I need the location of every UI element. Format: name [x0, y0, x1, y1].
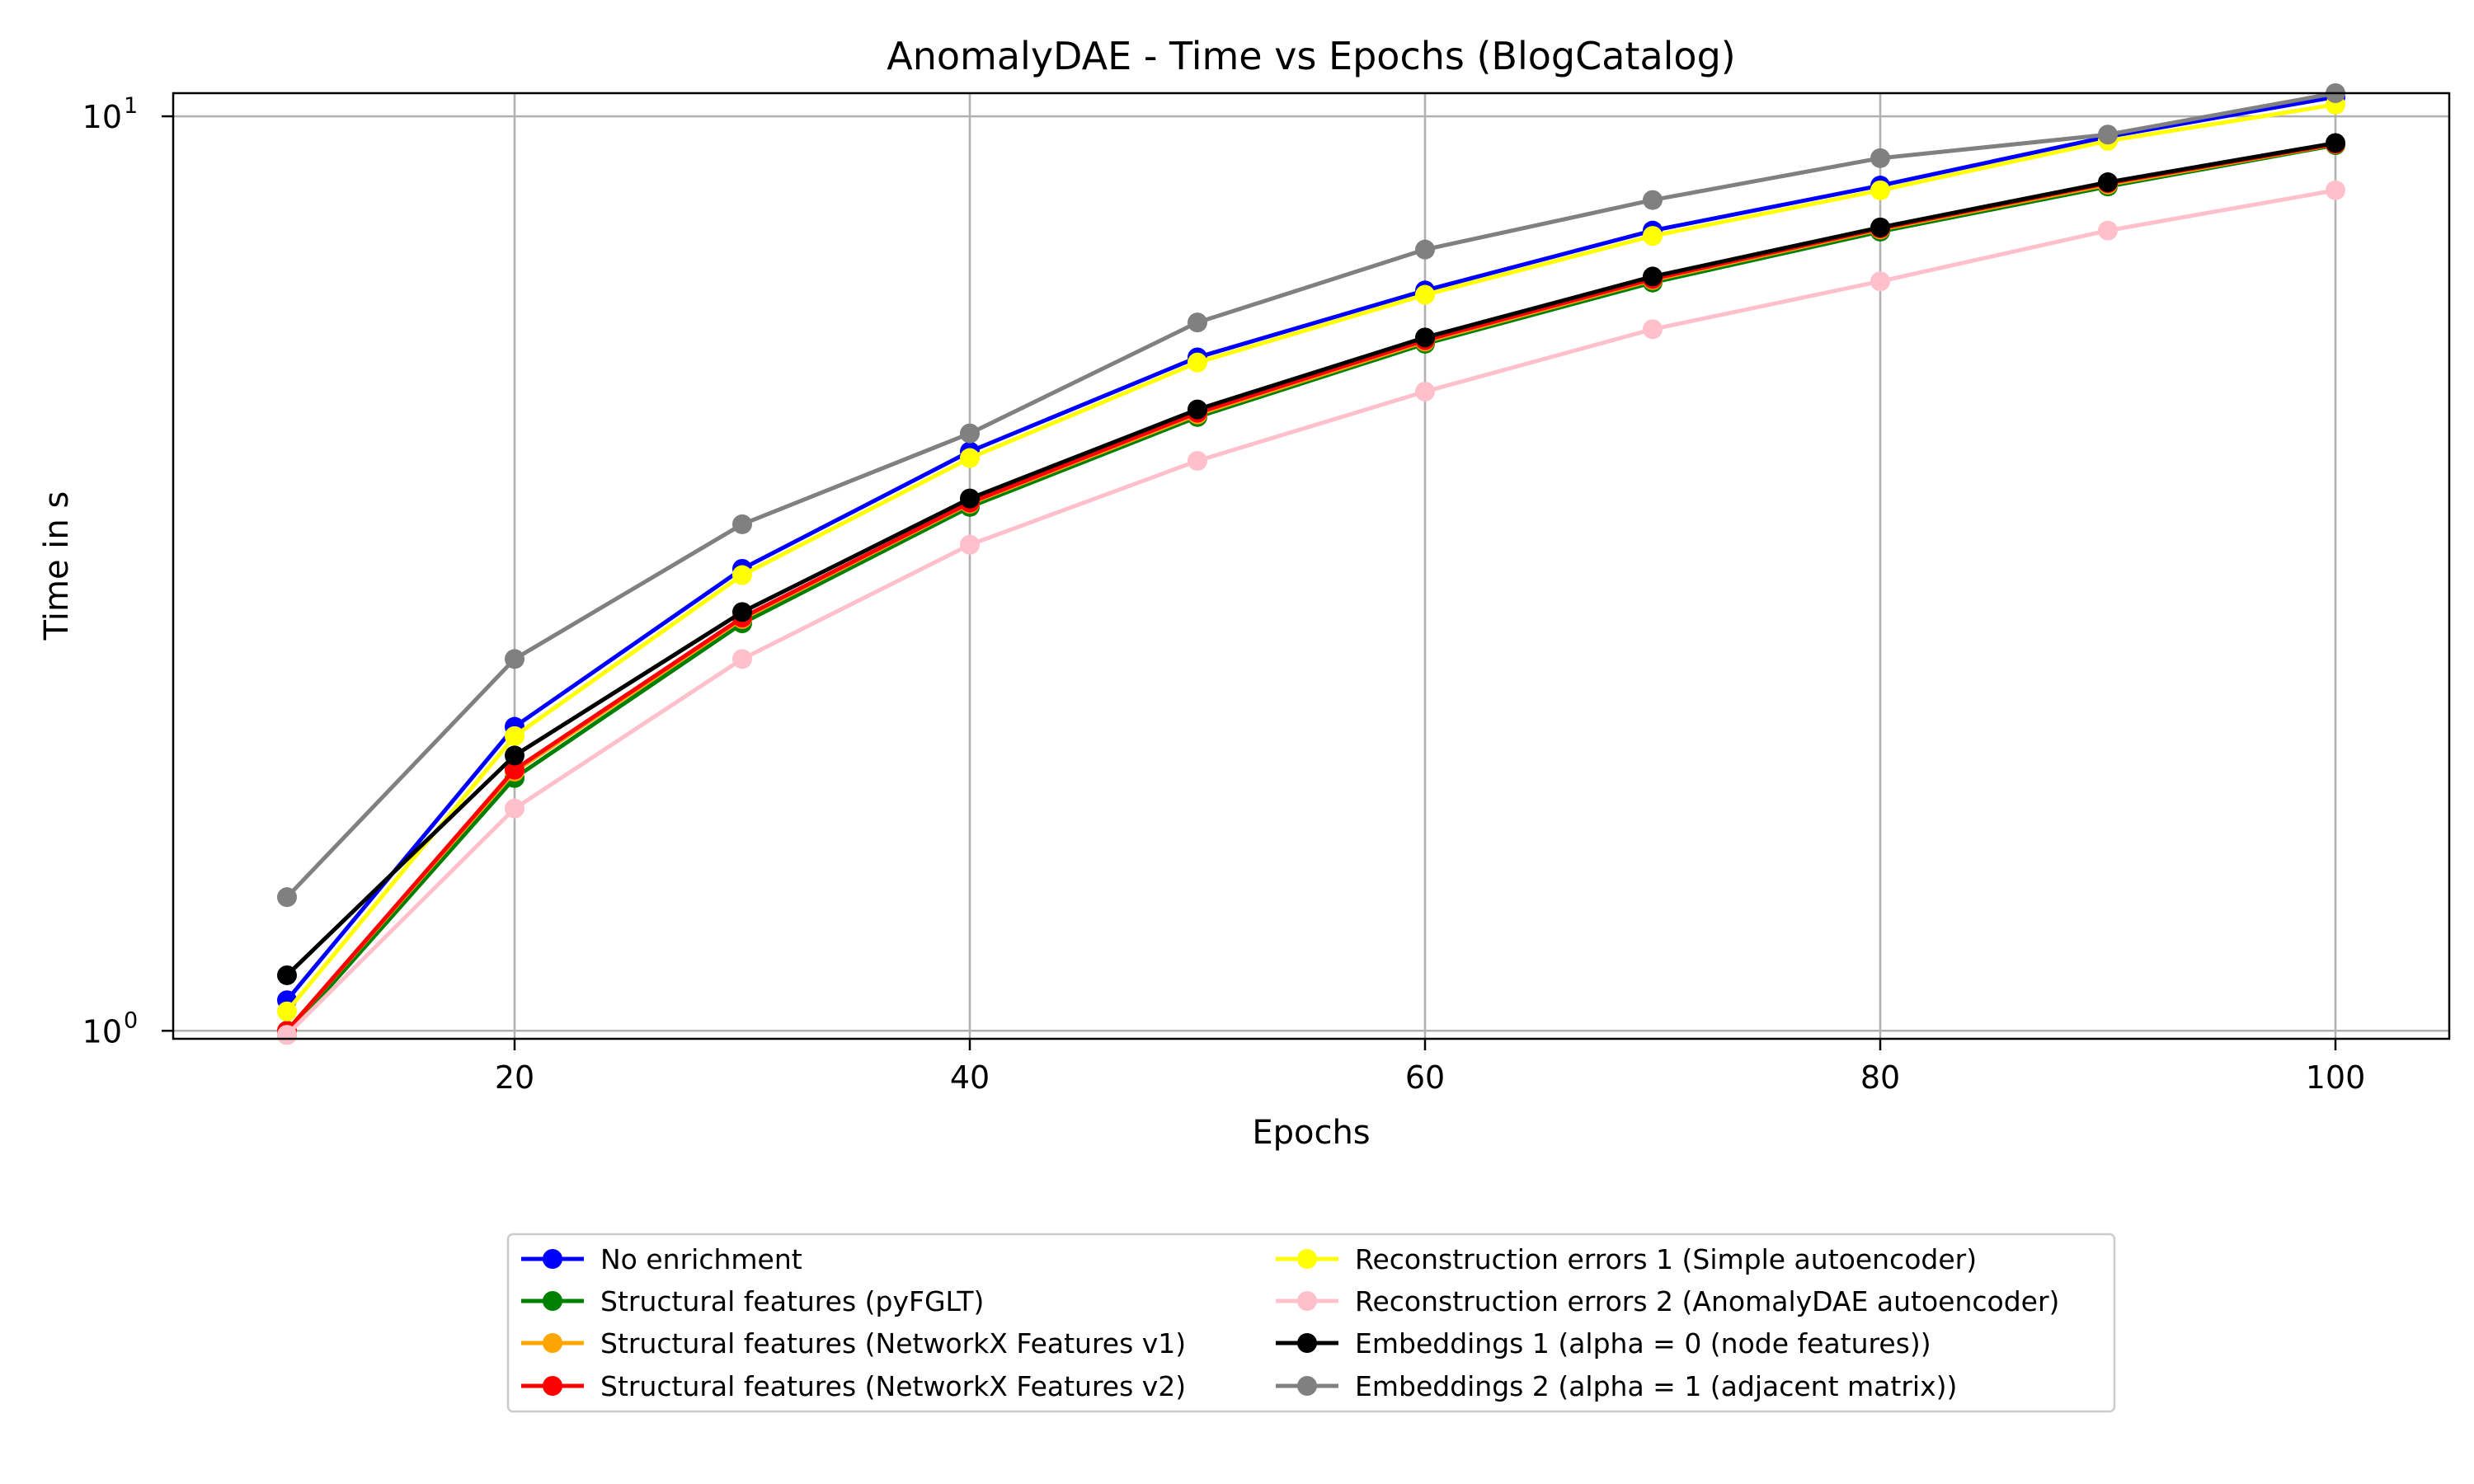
legend-label: Structural features (pyFGLT)	[600, 1285, 984, 1317]
legend-label: Embeddings 1 (alpha = 0 (node features))	[1355, 1327, 1931, 1360]
legend-marker	[1297, 1376, 1317, 1396]
data-point	[277, 887, 297, 908]
data-point	[732, 602, 752, 622]
series-line	[285, 95, 2336, 1002]
data-point	[732, 514, 752, 534]
legend-marker	[543, 1291, 562, 1311]
data-point	[960, 448, 980, 468]
data-point	[1188, 312, 1207, 333]
data-point	[277, 965, 297, 985]
series-7	[277, 133, 2345, 985]
data-point	[1870, 217, 1890, 237]
legend-label: Reconstruction errors 2 (AnomalyDAE auto…	[1355, 1285, 2059, 1317]
legend-entry: Structural features (pyFGLT)	[521, 1285, 984, 1317]
x-axis-title: Epochs	[1252, 1114, 1370, 1152]
legend-entry: Structural features (NetworkX Features v…	[521, 1327, 1186, 1360]
data-point	[505, 649, 524, 669]
legend-label: Embeddings 2 (alpha = 1 (adjacent matrix…	[1355, 1370, 1957, 1402]
data-point	[505, 759, 524, 780]
data-point	[960, 488, 980, 509]
legend-marker	[543, 1249, 562, 1269]
legend-entry: Reconstruction errors 2 (AnomalyDAE auto…	[1276, 1285, 2059, 1317]
chart-title: AnomalyDAE - Time vs Epochs (BlogCatalog…	[887, 34, 1735, 78]
x-tick-label: 20	[495, 1059, 534, 1096]
legend-box	[506, 1233, 2116, 1413]
series-5	[277, 94, 2345, 1021]
plot-frame	[172, 92, 2451, 1040]
legend-label: No enrichment	[600, 1243, 802, 1275]
legend-label: Reconstruction errors 1 (Simple autoenco…	[1355, 1243, 1977, 1275]
series-layer	[277, 83, 2345, 1045]
legend-entry: Structural features (NetworkX Features v…	[521, 1370, 1186, 1402]
legend-marker	[1297, 1291, 1317, 1311]
data-point	[960, 423, 980, 444]
y-tick-base: 10	[82, 1013, 122, 1050]
legend-marker	[543, 1376, 562, 1396]
data-point	[1188, 352, 1207, 373]
series-8	[277, 83, 2345, 908]
y-tick-base: 10	[82, 99, 122, 135]
data-point	[2098, 220, 2118, 241]
legend: No enrichment Structural features (pyFGLT…	[506, 1233, 2116, 1413]
legend-entry: Embeddings 2 (alpha = 1 (adjacent matrix…	[1276, 1370, 1957, 1402]
data-point	[960, 534, 980, 555]
data-point	[1643, 226, 1663, 247]
data-point	[2326, 180, 2345, 200]
legend-marker	[1297, 1333, 1317, 1353]
data-point	[1188, 399, 1207, 420]
data-point	[505, 745, 524, 766]
data-point	[1415, 327, 1435, 348]
x-tick-label: 80	[1860, 1059, 1900, 1096]
data-point	[732, 565, 752, 585]
legend-entry: No enrichment	[521, 1243, 802, 1275]
legend-entries: No enrichment Structural features (pyFGLT…	[521, 1243, 2059, 1402]
legend-entry: Embeddings 1 (alpha = 0 (node features))	[1276, 1327, 1931, 1360]
data-point	[1415, 381, 1435, 402]
series-line	[285, 140, 2336, 977]
data-point	[1643, 190, 1663, 210]
data-point	[2098, 172, 2118, 193]
legend-marker	[1297, 1249, 1317, 1269]
data-point	[277, 1001, 297, 1021]
data-point	[1415, 284, 1435, 305]
data-point	[1643, 319, 1663, 340]
data-point	[1188, 450, 1207, 471]
data-point	[732, 649, 752, 669]
y-axis-title: Time in s	[38, 491, 76, 641]
data-point	[1415, 239, 1435, 260]
data-point	[277, 1025, 297, 1045]
legend-label: Structural features (NetworkX Features v…	[600, 1327, 1186, 1360]
series-line	[285, 102, 2336, 1013]
y-tick-label: 10 1	[82, 93, 139, 135]
data-point	[1643, 266, 1663, 287]
data-point	[505, 798, 524, 819]
x-tick-label: 40	[950, 1059, 990, 1096]
legend-marker	[543, 1333, 562, 1353]
data-point	[2326, 133, 2345, 153]
data-point	[2098, 124, 2118, 145]
y-tick-exponent: 1	[124, 93, 138, 119]
x-tick-label: 100	[2306, 1059, 2366, 1096]
x-tick-label: 60	[1405, 1059, 1445, 1096]
data-point	[1870, 180, 1890, 200]
legend-label: Structural features (NetworkX Features v…	[600, 1370, 1186, 1402]
data-point	[505, 726, 524, 746]
y-tick-label: 10 0	[82, 1007, 139, 1050]
series-line	[285, 91, 2336, 899]
y-tick-exponent: 0	[124, 1007, 138, 1033]
legend-entry: Reconstruction errors 1 (Simple autoenco…	[1276, 1243, 1977, 1275]
data-point	[1870, 148, 1890, 168]
series-line	[285, 188, 2336, 1036]
data-point	[1870, 271, 1890, 292]
